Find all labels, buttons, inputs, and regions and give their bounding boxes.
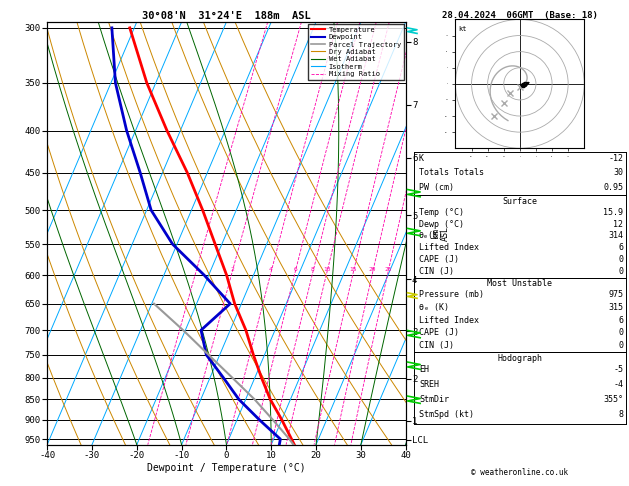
Text: CIN (J): CIN (J) [419, 341, 454, 350]
Text: 0: 0 [618, 341, 623, 350]
Text: Temp (°C): Temp (°C) [419, 208, 464, 217]
Text: -12: -12 [608, 154, 623, 163]
Text: K: K [419, 154, 424, 163]
Text: 0: 0 [618, 256, 623, 264]
Text: 0.95: 0.95 [603, 183, 623, 192]
Text: Most Unstable: Most Unstable [487, 279, 552, 289]
Text: CAPE (J): CAPE (J) [419, 329, 459, 337]
Text: Dewp (°C): Dewp (°C) [419, 220, 464, 228]
Text: CIN (J): CIN (J) [419, 267, 454, 277]
Text: 2: 2 [230, 267, 234, 272]
Y-axis label: km
ASL: km ASL [431, 226, 450, 241]
Text: 20: 20 [369, 267, 376, 272]
Text: -4: -4 [613, 380, 623, 389]
Text: θₑ(K): θₑ(K) [419, 231, 444, 241]
Text: 30: 30 [613, 168, 623, 177]
Text: 15: 15 [350, 267, 357, 272]
Legend: Temperature, Dewpoint, Parcel Trajectory, Dry Adiabat, Wet Adiabat, Isotherm, Mi: Temperature, Dewpoint, Parcel Trajectory… [308, 24, 404, 80]
Text: 0: 0 [618, 267, 623, 277]
Text: StmSpd (kt): StmSpd (kt) [419, 410, 474, 419]
Text: © weatheronline.co.uk: © weatheronline.co.uk [471, 468, 569, 477]
Text: 4: 4 [269, 267, 273, 272]
Text: 28.04.2024  06GMT  (Base: 18): 28.04.2024 06GMT (Base: 18) [442, 11, 598, 20]
Text: θₑ (K): θₑ (K) [419, 303, 449, 312]
Text: Hodograph: Hodograph [498, 354, 542, 363]
Text: 355°: 355° [603, 395, 623, 404]
Text: -5: -5 [613, 364, 623, 374]
Text: StmDir: StmDir [419, 395, 449, 404]
Text: 6: 6 [618, 243, 623, 253]
X-axis label: Dewpoint / Temperature (°C): Dewpoint / Temperature (°C) [147, 463, 306, 473]
Text: 315: 315 [608, 303, 623, 312]
Text: 8: 8 [311, 267, 314, 272]
Text: 6: 6 [618, 315, 623, 325]
Text: CAPE (J): CAPE (J) [419, 256, 459, 264]
Text: EH: EH [419, 364, 429, 374]
Text: Pressure (mb): Pressure (mb) [419, 290, 484, 299]
Text: 12: 12 [613, 220, 623, 228]
Text: Surface: Surface [503, 197, 537, 206]
Text: 25: 25 [384, 267, 392, 272]
Text: Lifted Index: Lifted Index [419, 315, 479, 325]
Text: 975: 975 [608, 290, 623, 299]
Text: 10: 10 [323, 267, 331, 272]
Text: Lifted Index: Lifted Index [419, 243, 479, 253]
Text: Totals Totals: Totals Totals [419, 168, 484, 177]
Text: 6: 6 [293, 267, 297, 272]
Text: 8: 8 [618, 410, 623, 419]
Text: 314: 314 [608, 231, 623, 241]
Text: 15.9: 15.9 [603, 208, 623, 217]
Text: kt: kt [459, 26, 467, 32]
Title: 30°08'N  31°24'E  188m  ASL: 30°08'N 31°24'E 188m ASL [142, 11, 311, 21]
Text: 1: 1 [194, 267, 198, 272]
Text: 0: 0 [618, 329, 623, 337]
Text: PW (cm): PW (cm) [419, 183, 454, 192]
Text: SREH: SREH [419, 380, 439, 389]
